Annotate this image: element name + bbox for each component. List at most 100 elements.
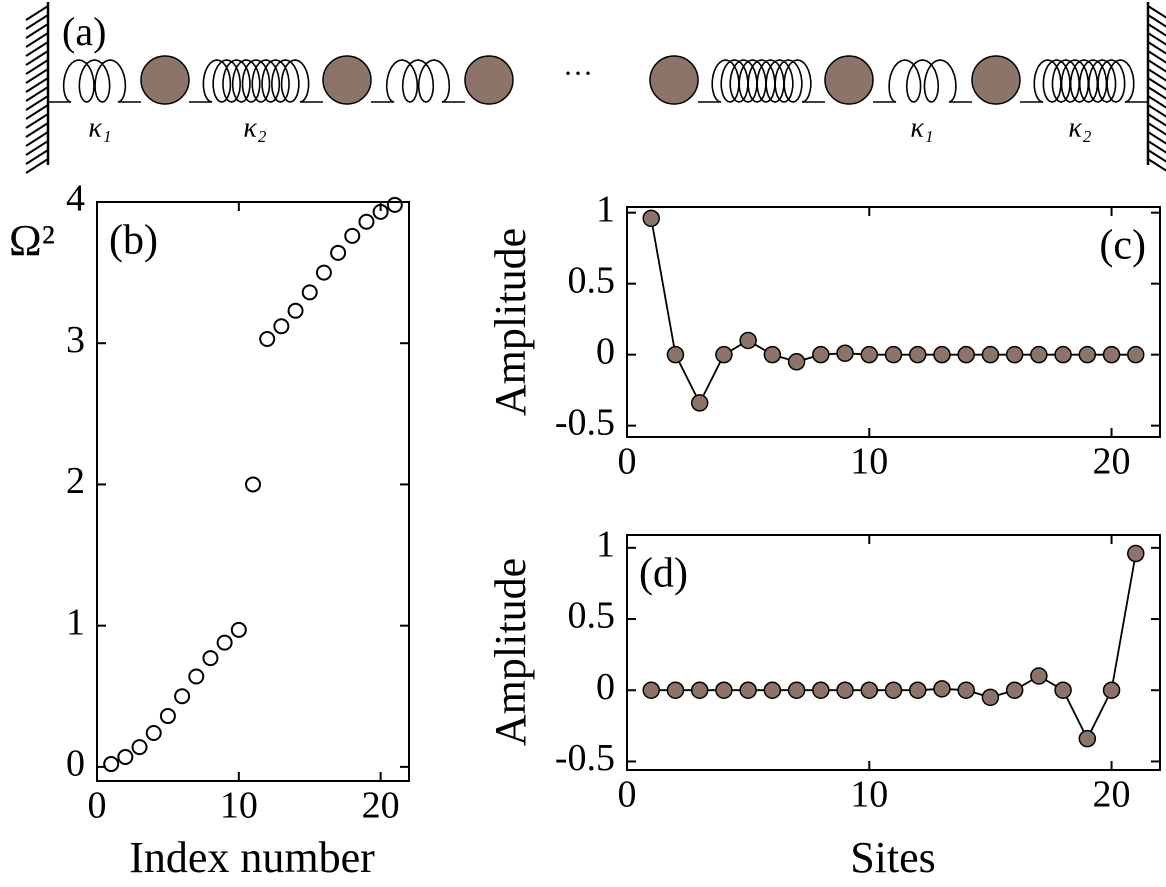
wall-hatch (25, 5, 49, 21)
point (690, 394, 709, 412)
point (836, 344, 854, 362)
wall-hatch (25, 68, 49, 84)
point (315, 264, 332, 281)
wall-hatch (25, 41, 49, 57)
wall-hatch (1147, 104, 1166, 118)
y-tick-label: 0.5 (568, 595, 616, 637)
point (642, 681, 660, 699)
y-tick-label: -0.5 (555, 401, 615, 443)
wall-hatch (25, 32, 49, 48)
point (908, 345, 927, 364)
point (981, 345, 1000, 364)
panel-label: (a) (62, 9, 106, 54)
point (860, 681, 879, 699)
mass (140, 55, 190, 105)
wall-hatch (25, 95, 49, 111)
point (739, 681, 757, 699)
point (188, 668, 205, 685)
wall-hatch (25, 86, 49, 102)
mass (649, 55, 699, 105)
panel-label: (b) (109, 218, 158, 264)
point (1005, 681, 1024, 699)
x-tick-label: 20 (1093, 774, 1131, 816)
y-tick-label: 0 (596, 666, 615, 708)
wall-hatch (25, 104, 49, 120)
point (386, 196, 403, 213)
spring (371, 59, 465, 103)
y-tick-label: 0.5 (568, 259, 616, 301)
y-tick-label: 1 (596, 188, 615, 230)
wall-hatch (25, 23, 49, 39)
y-tick-label: 0 (66, 743, 85, 785)
point (1054, 345, 1072, 364)
point (174, 688, 191, 705)
point (1030, 345, 1048, 364)
spring-label: κ₂ (1068, 112, 1091, 143)
point (117, 748, 134, 765)
point (787, 353, 806, 371)
wall-hatch (25, 50, 49, 66)
point (330, 244, 347, 261)
mass (824, 55, 874, 105)
wall-hatch (1147, 113, 1166, 127)
point (908, 681, 927, 699)
point (131, 739, 148, 756)
mass (971, 55, 1021, 105)
spring (873, 59, 972, 103)
wall-hatch (25, 140, 49, 156)
point (1102, 681, 1121, 699)
wall-hatch (25, 149, 49, 165)
point (1078, 729, 1097, 748)
point (344, 227, 361, 244)
wall-hatch (25, 131, 49, 147)
mass (322, 55, 372, 105)
point (301, 284, 318, 301)
wall-hatch (25, 14, 49, 30)
point (957, 345, 975, 364)
y-tick-label: -0.5 (555, 737, 615, 779)
series-line (651, 553, 1137, 741)
x-tick-label: 0 (618, 441, 637, 483)
wall-hatch (1147, 140, 1166, 154)
point (715, 345, 733, 364)
panel-label: (c) (1099, 223, 1146, 269)
point (763, 345, 782, 364)
axes-box (96, 201, 410, 782)
wall-hatch (1147, 77, 1166, 91)
wall-hatch (1147, 131, 1166, 145)
wall-hatch (1147, 5, 1166, 19)
point (642, 209, 660, 228)
wall-hatch (25, 59, 49, 75)
point (884, 345, 903, 364)
point (666, 681, 685, 699)
wall-hatch (1147, 95, 1166, 109)
point (259, 330, 276, 347)
y-tick-label: 1 (66, 601, 85, 643)
point (860, 345, 879, 364)
wall-hatch (1147, 86, 1166, 100)
point (812, 345, 830, 364)
panel-label: (d) (639, 551, 688, 597)
point (812, 681, 830, 699)
y-tick-label: 3 (66, 319, 85, 361)
spring-label: κ₁ (88, 112, 111, 143)
y-tick-label: 0 (596, 330, 615, 372)
y-axis-label: Amplitude (486, 558, 535, 746)
point (933, 345, 951, 364)
x-tick-label: 0 (88, 785, 107, 827)
point (690, 681, 709, 699)
y-tick-label: 1 (596, 524, 615, 566)
wall-hatch (25, 158, 49, 174)
point (981, 688, 1000, 707)
point (715, 681, 733, 699)
spring-label: κ₂ (243, 112, 266, 143)
series-line (650, 218, 1136, 405)
x-tick-label: 20 (362, 785, 400, 827)
point (884, 681, 903, 699)
wall-hatch (25, 113, 49, 129)
wall-hatch (1147, 50, 1166, 64)
point (957, 681, 975, 699)
y-tick-label: 2 (66, 460, 85, 502)
